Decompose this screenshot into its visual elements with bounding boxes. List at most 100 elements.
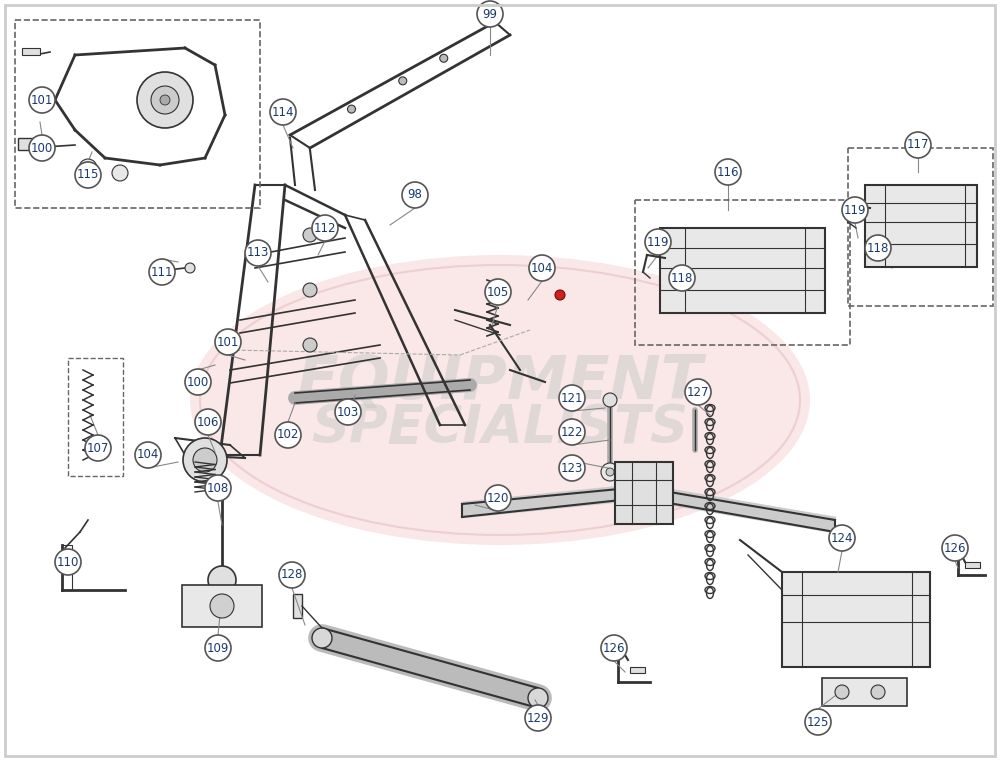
Text: 104: 104 bbox=[137, 448, 159, 461]
Text: 101: 101 bbox=[217, 336, 239, 349]
Circle shape bbox=[208, 566, 236, 594]
Text: 117: 117 bbox=[907, 139, 929, 151]
Circle shape bbox=[29, 135, 55, 161]
Circle shape bbox=[559, 455, 585, 481]
Text: 125: 125 bbox=[807, 715, 829, 728]
Bar bbox=[615, 462, 673, 524]
Circle shape bbox=[151, 86, 179, 114]
Circle shape bbox=[715, 159, 741, 185]
Text: 118: 118 bbox=[671, 272, 693, 285]
Text: 106: 106 bbox=[197, 416, 219, 428]
Text: 120: 120 bbox=[487, 492, 509, 505]
Bar bbox=[965, 562, 980, 568]
Text: SPECIALISTS: SPECIALISTS bbox=[311, 402, 689, 454]
Circle shape bbox=[275, 422, 301, 448]
Text: 98: 98 bbox=[408, 189, 422, 202]
Bar bbox=[182, 585, 262, 627]
Circle shape bbox=[905, 132, 931, 158]
Circle shape bbox=[942, 535, 968, 561]
Text: 126: 126 bbox=[944, 542, 966, 555]
Text: 112: 112 bbox=[314, 221, 336, 234]
Text: 121: 121 bbox=[561, 391, 583, 405]
Circle shape bbox=[865, 235, 891, 261]
Text: 108: 108 bbox=[207, 482, 229, 495]
Circle shape bbox=[185, 369, 211, 395]
Bar bbox=[62, 545, 72, 590]
Text: 100: 100 bbox=[187, 375, 209, 389]
Bar bbox=[848, 148, 993, 306]
Text: 100: 100 bbox=[31, 142, 53, 154]
Bar bbox=[15, 20, 260, 208]
Circle shape bbox=[205, 475, 231, 501]
Circle shape bbox=[685, 379, 711, 405]
Circle shape bbox=[348, 105, 356, 113]
Text: 105: 105 bbox=[487, 285, 509, 298]
Text: 124: 124 bbox=[831, 531, 853, 545]
Circle shape bbox=[183, 438, 227, 482]
Text: 113: 113 bbox=[247, 247, 269, 260]
Bar bbox=[293, 594, 302, 618]
Circle shape bbox=[279, 562, 305, 588]
Text: 128: 128 bbox=[281, 568, 303, 581]
Circle shape bbox=[303, 338, 317, 352]
Circle shape bbox=[669, 265, 695, 291]
Circle shape bbox=[84, 164, 92, 172]
Circle shape bbox=[303, 283, 317, 297]
Circle shape bbox=[29, 87, 55, 113]
Circle shape bbox=[477, 1, 503, 27]
Circle shape bbox=[601, 463, 619, 481]
Text: 107: 107 bbox=[87, 441, 109, 454]
Bar bbox=[782, 572, 930, 667]
Circle shape bbox=[555, 290, 565, 300]
Circle shape bbox=[75, 162, 101, 188]
Circle shape bbox=[529, 255, 555, 281]
Text: 118: 118 bbox=[867, 241, 889, 254]
Text: 110: 110 bbox=[57, 556, 79, 568]
Circle shape bbox=[193, 448, 217, 472]
Circle shape bbox=[112, 165, 128, 181]
Circle shape bbox=[137, 72, 193, 128]
Bar bbox=[18, 138, 46, 150]
Text: 115: 115 bbox=[77, 168, 99, 182]
Circle shape bbox=[559, 419, 585, 445]
Text: 119: 119 bbox=[844, 203, 866, 216]
Text: 129: 129 bbox=[527, 712, 549, 724]
Circle shape bbox=[210, 594, 234, 618]
Circle shape bbox=[601, 635, 627, 661]
Circle shape bbox=[871, 685, 885, 699]
Circle shape bbox=[303, 228, 317, 242]
Circle shape bbox=[135, 442, 161, 468]
Text: 103: 103 bbox=[337, 406, 359, 419]
Circle shape bbox=[270, 99, 296, 125]
Circle shape bbox=[85, 435, 111, 461]
Text: 102: 102 bbox=[277, 428, 299, 441]
Bar bbox=[635, 200, 850, 345]
Circle shape bbox=[835, 685, 849, 699]
Circle shape bbox=[559, 385, 585, 411]
Circle shape bbox=[603, 393, 617, 407]
Bar bbox=[660, 228, 825, 313]
Text: 99: 99 bbox=[482, 8, 498, 21]
Bar bbox=[630, 667, 645, 673]
Circle shape bbox=[312, 628, 332, 648]
Circle shape bbox=[842, 197, 868, 223]
Bar bbox=[865, 185, 977, 267]
Bar bbox=[822, 678, 907, 706]
Circle shape bbox=[829, 525, 855, 551]
Text: EQUIPMENT: EQUIPMENT bbox=[297, 352, 703, 412]
Circle shape bbox=[55, 549, 81, 575]
Circle shape bbox=[485, 279, 511, 305]
Circle shape bbox=[195, 409, 221, 435]
Bar bbox=[68, 358, 123, 476]
Circle shape bbox=[79, 159, 97, 177]
Text: 104: 104 bbox=[531, 262, 553, 275]
Text: 122: 122 bbox=[561, 425, 583, 438]
Circle shape bbox=[606, 468, 614, 476]
Circle shape bbox=[335, 399, 361, 425]
Text: 123: 123 bbox=[561, 461, 583, 475]
Text: 126: 126 bbox=[603, 642, 625, 654]
Text: 114: 114 bbox=[272, 106, 294, 119]
Text: 127: 127 bbox=[687, 386, 709, 399]
Circle shape bbox=[528, 688, 548, 708]
Circle shape bbox=[485, 485, 511, 511]
